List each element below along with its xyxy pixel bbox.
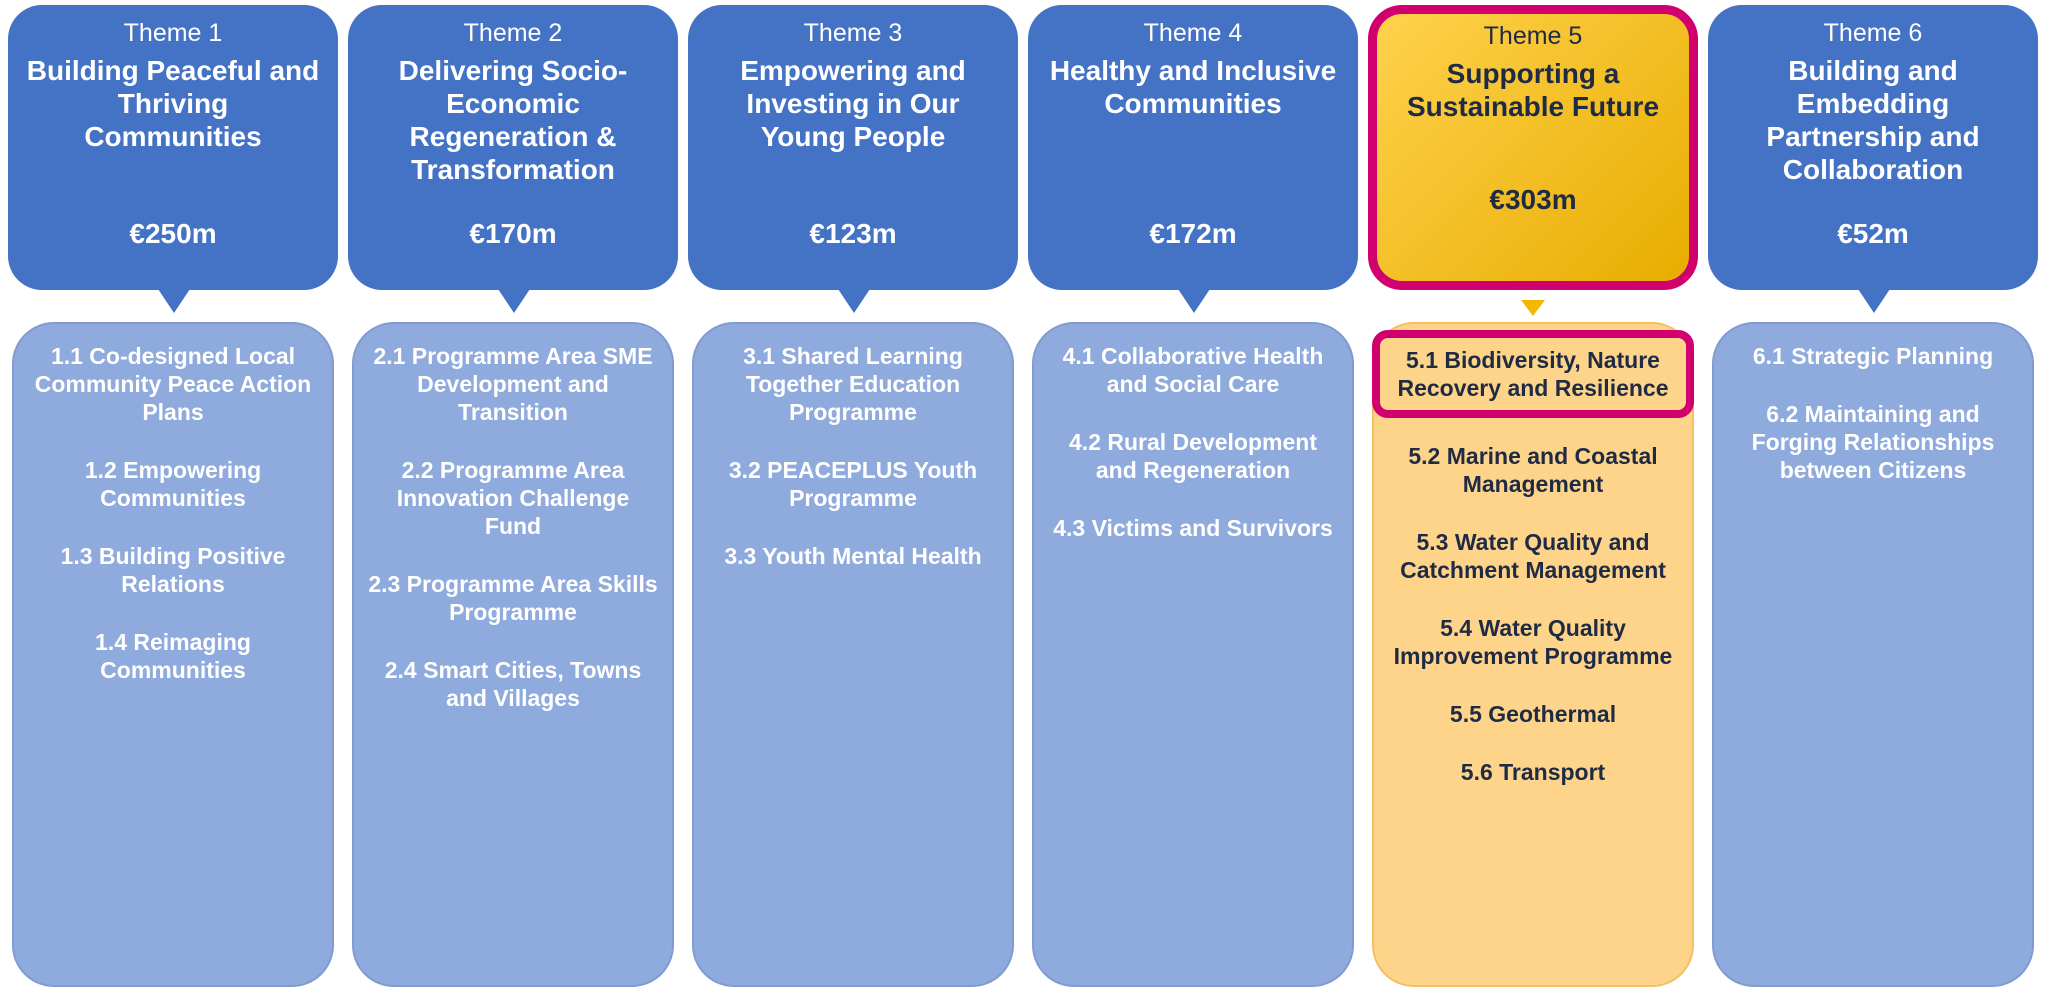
theme-label: Theme 3 bbox=[803, 19, 903, 47]
theme-item: 5.2 Marine and Coastal Management bbox=[1408, 443, 1658, 497]
theme-header: Theme 6 Building and Embedding Partnershi… bbox=[1708, 5, 2038, 290]
theme-label: Theme 1 bbox=[123, 19, 223, 47]
theme-title: Empowering and Investing in Our Young Pe… bbox=[740, 55, 966, 152]
pointer bbox=[838, 289, 870, 313]
theme-item: 5.4 Water Quality Improvement Programme bbox=[1393, 615, 1673, 669]
theme-items: 6.1 Strategic Planning 6.2 Maintaining an… bbox=[1712, 322, 2034, 987]
theme-amount: €172m bbox=[1149, 218, 1237, 249]
theme-item: 4.2 Rural Development and Regeneration bbox=[1069, 429, 1317, 483]
theme-column: Theme 3 Empowering and Investing in Our Y… bbox=[688, 0, 1018, 993]
theme-column: Theme 5 Supporting a Sustainable Future €3… bbox=[1368, 0, 1698, 993]
pointer bbox=[158, 289, 190, 313]
pointer bbox=[1858, 289, 1890, 313]
theme-item: 1.1 Co-designed Local Community Peace Ac… bbox=[34, 343, 312, 425]
theme-item: 2.4 Smart Cities, Towns and Villages bbox=[384, 657, 642, 711]
theme-header: Theme 1 Building Peaceful and Thriving Co… bbox=[8, 5, 338, 290]
theme-item: 2.2 Programme Area Innovation Challenge … bbox=[396, 457, 630, 539]
theme-column: Theme 6 Building and Embedding Partnershi… bbox=[1708, 0, 2038, 993]
theme-item: 4.3 Victims and Survivors bbox=[1053, 515, 1333, 541]
theme-item: 2.3 Programme Area Skills Programme bbox=[368, 571, 658, 625]
theme-title: Delivering Socio-Economic Regeneration &… bbox=[398, 55, 628, 185]
theme-item: 4.1 Collaborative Health and Social Care bbox=[1062, 343, 1324, 397]
theme-label: Theme 4 bbox=[1143, 19, 1243, 47]
theme-amount: €250m bbox=[129, 218, 217, 249]
theme-items: 5.1 Biodiversity, Nature Recovery and Re… bbox=[1372, 322, 1694, 987]
theme-title: Supporting a Sustainable Future bbox=[1406, 58, 1660, 122]
theme-item: 3.1 Shared Learning Together Education P… bbox=[743, 343, 963, 425]
theme-label: Theme 6 bbox=[1823, 19, 1923, 47]
theme-amount: €170m bbox=[469, 218, 557, 249]
theme-amount: €303m bbox=[1489, 184, 1577, 215]
theme-header: Theme 5 Supporting a Sustainable Future €3… bbox=[1368, 5, 1698, 290]
theme-items: 3.1 Shared Learning Together Education P… bbox=[692, 322, 1014, 987]
theme-item: 3.2 PEACEPLUS Youth Programme bbox=[728, 457, 978, 511]
theme-amount: €123m bbox=[809, 218, 897, 249]
theme-item: 5.1 Biodiversity, Nature Recovery and Re… bbox=[1372, 330, 1694, 418]
theme-column: Theme 4 Healthy and Inclusive Communities… bbox=[1028, 0, 1358, 993]
theme-title: Healthy and Inclusive Communities bbox=[1049, 55, 1337, 119]
theme-amount: €52m bbox=[1837, 218, 1909, 249]
theme-header: Theme 2 Delivering Socio-Economic Regener… bbox=[348, 5, 678, 290]
theme-item: 6.1 Strategic Planning bbox=[1752, 343, 1994, 369]
theme-item: 6.2 Maintaining and Forging Relationship… bbox=[1751, 401, 1995, 483]
theme-column: Theme 1 Building Peaceful and Thriving Co… bbox=[8, 0, 338, 993]
theme-item: 2.1 Programme Area SME Development and T… bbox=[373, 343, 653, 425]
theme-title: Building and Embedding Partnership and C… bbox=[1766, 55, 1980, 185]
theme-items: 4.1 Collaborative Health and Social Care… bbox=[1032, 322, 1354, 987]
theme-header: Theme 4 Healthy and Inclusive Communities… bbox=[1028, 5, 1358, 290]
theme-item: 1.3 Building Positive Relations bbox=[60, 543, 286, 597]
theme-items: 2.1 Programme Area SME Development and T… bbox=[352, 322, 674, 987]
pointer bbox=[1178, 289, 1210, 313]
theme-title: Building Peaceful and Thriving Communiti… bbox=[26, 55, 320, 152]
theme-item: 5.5 Geothermal bbox=[1449, 701, 1617, 727]
theme-item: 1.2 Empowering Communities bbox=[84, 457, 262, 511]
theme-item: 5.6 Transport bbox=[1460, 759, 1606, 785]
theme-label: Theme 5 bbox=[1483, 22, 1583, 50]
pointer bbox=[498, 289, 530, 313]
theme-header: Theme 3 Empowering and Investing in Our Y… bbox=[688, 5, 1018, 290]
pointer bbox=[1521, 300, 1545, 316]
theme-label: Theme 2 bbox=[463, 19, 563, 47]
theme-items: 1.1 Co-designed Local Community Peace Ac… bbox=[12, 322, 334, 987]
theme-item: 1.4 Reimaging Communities bbox=[95, 629, 251, 683]
theme-column: Theme 2 Delivering Socio-Economic Regener… bbox=[348, 0, 678, 993]
theme-item: 3.3 Youth Mental Health bbox=[724, 543, 982, 569]
theme-item: 5.3 Water Quality and Catchment Manageme… bbox=[1400, 529, 1666, 583]
